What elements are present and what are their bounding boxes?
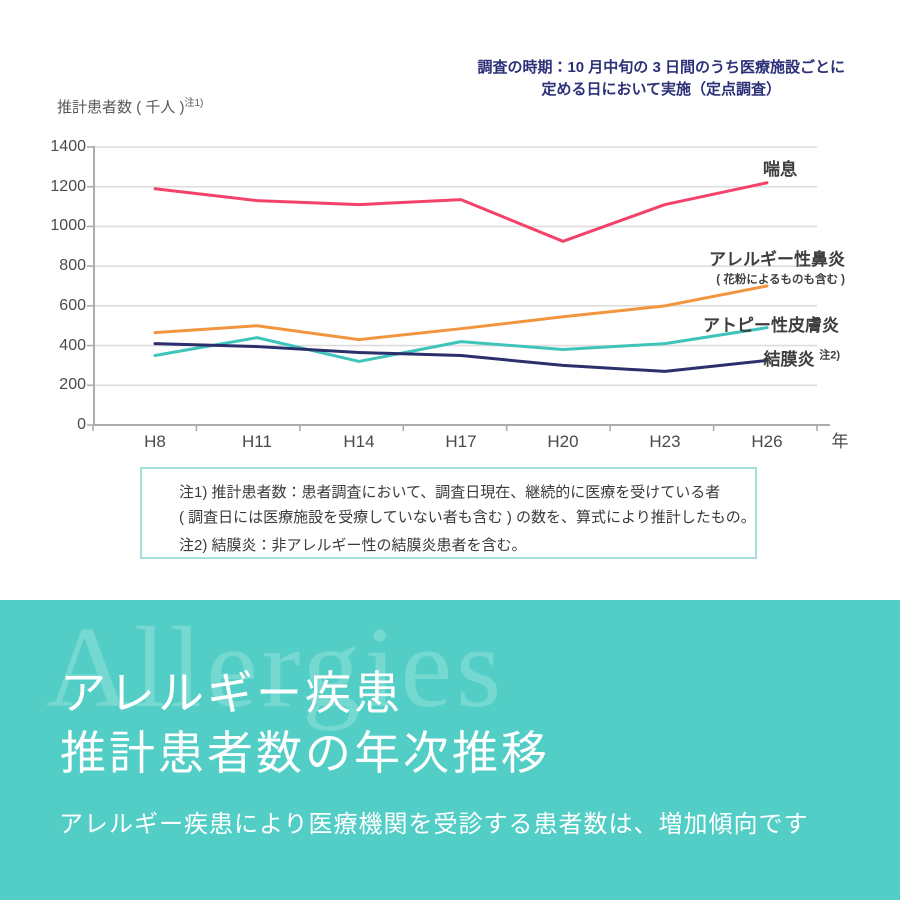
footer-section xyxy=(0,600,900,900)
legend-asthma: 喘息 xyxy=(763,155,797,180)
line-chart xyxy=(87,146,830,431)
x-axis-unit-label: 年 xyxy=(831,432,849,451)
survey-period-annotation: 調査の時期：10 月中旬の 3 日間のうち医療施設ごとに 定める日において実施（… xyxy=(477,57,845,101)
y-tick-label: 1000 xyxy=(50,217,86,235)
footer-title-line2: 推計患者数の年次推移 xyxy=(60,728,550,779)
legend-allergic-rhinitis: アレルギー性鼻炎 ( 花粉によるものも含む ) xyxy=(709,245,845,287)
footnote-1-line2: ( 調査日には医療施設を受療していない者も含む ) の数を、算式により推計したも… xyxy=(179,509,756,526)
y-tick-label: 600 xyxy=(59,296,86,314)
y-tick-label: 0 xyxy=(77,416,86,433)
legend-rhinitis-label: アレルギー性鼻炎 xyxy=(709,250,845,269)
series-line xyxy=(153,326,769,363)
x-tick-label: H26 xyxy=(751,432,783,451)
x-tick-label: H20 xyxy=(547,432,579,451)
series-line xyxy=(153,284,769,342)
footnote-2: 注2) 結膜炎：非アレルギー性の結膜炎患者を含む。 xyxy=(179,537,527,554)
y-tick-label: 1400 xyxy=(50,138,86,155)
legend-conjunctivitis-label: 結膜炎 xyxy=(763,350,815,369)
survey-period-line2: 定める日において実施（定点調査） xyxy=(541,81,781,98)
footer-subtitle: アレルギー疾患により医療機関を受診する患者数は、増加傾向です xyxy=(59,812,809,838)
x-tick-label: H8 xyxy=(144,432,166,451)
legend-conjunctivitis-note-ref: 注2) xyxy=(819,349,840,362)
footnotes-box: 注1) 推計患者数：患者調査において、調査日現在、継続的に医療を受けている者 (… xyxy=(140,467,757,559)
footnote-1-line1: 注1) 推計患者数：患者調査において、調査日現在、継続的に医療を受けている者 xyxy=(179,484,721,501)
y-tick-label: 800 xyxy=(59,257,86,275)
chart-section: 調査の時期：10 月中旬の 3 日間のうち医療施設ごとに 定める日において実施（… xyxy=(50,57,849,559)
x-tick-label: H14 xyxy=(343,432,375,451)
y-axis-label: 推計患者数 ( 千人 )注1) xyxy=(57,94,203,117)
y-axis-label-text: 推計患者数 ( 千人 ) xyxy=(57,99,185,116)
y-tick-label: 400 xyxy=(59,336,86,354)
series-line xyxy=(153,342,769,373)
y-axis-label-note-ref: 注1) xyxy=(184,98,204,109)
legend-conjunctivitis: 結膜炎 注2) xyxy=(763,345,840,370)
survey-period-line1: 調査の時期：10 月中旬の 3 日間のうち医療施設ごとに xyxy=(477,59,845,76)
x-tick-label: H17 xyxy=(445,432,477,451)
legend-atopic-label: アトピー性皮膚炎 xyxy=(703,316,839,335)
footer-background xyxy=(0,600,900,900)
footer-title: アレルギー疾患 推計患者数の年次推移 xyxy=(60,664,550,784)
series-line xyxy=(153,181,769,243)
footer-title-line1: アレルギー疾患 xyxy=(60,668,403,719)
x-tick-label: H11 xyxy=(242,432,272,451)
y-tick-label: 1200 xyxy=(50,177,86,195)
watermark-text: Allergies xyxy=(46,604,506,732)
y-tick-label: 200 xyxy=(59,376,86,394)
legend-rhinitis-sublabel: ( 花粉によるものも含む ) xyxy=(716,274,845,286)
legend-asthma-label: 喘息 xyxy=(763,160,797,179)
legend-atopic-dermatitis: アトピー性皮膚炎 xyxy=(703,311,839,336)
x-tick-label: H23 xyxy=(649,432,681,451)
